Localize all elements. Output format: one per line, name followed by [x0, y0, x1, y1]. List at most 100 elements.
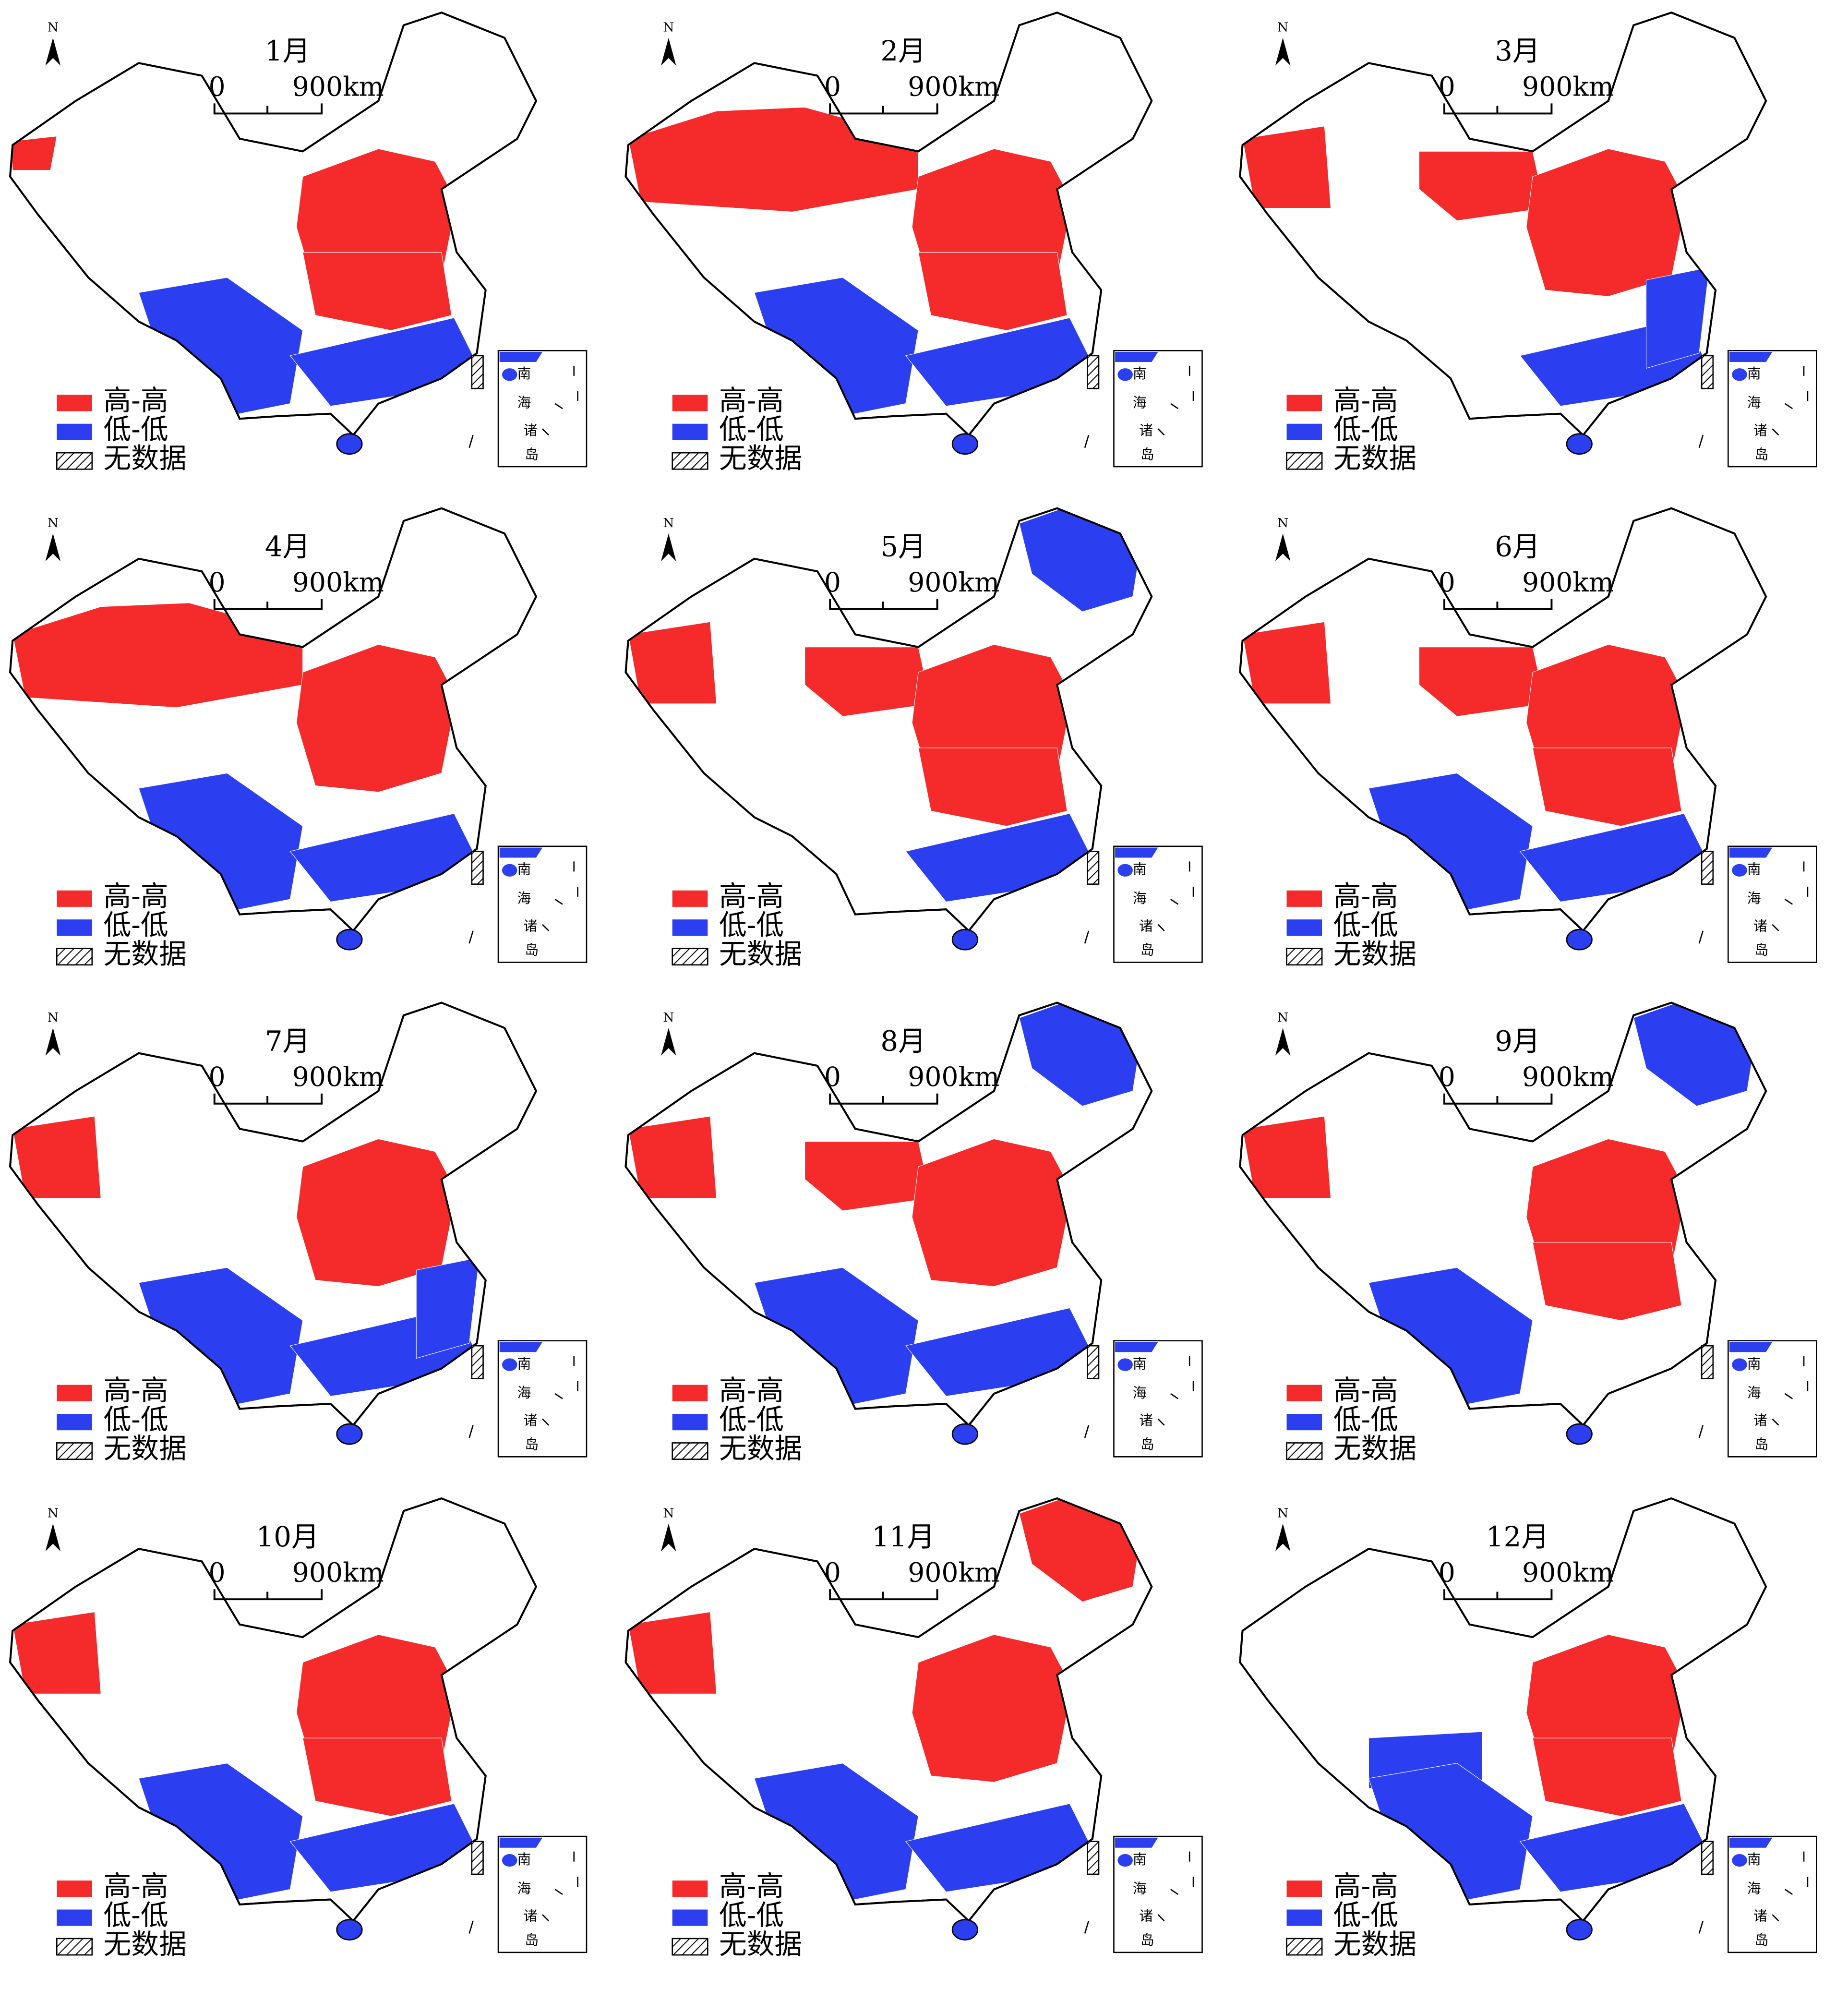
scale-distance: 900km	[1522, 1557, 1614, 1588]
legend-swatch	[1286, 1938, 1323, 1956]
legend-swatch	[1286, 423, 1322, 440]
scale-zero: 0	[824, 567, 841, 598]
north-arrow	[45, 1523, 61, 1552]
high-high-region	[912, 1138, 1073, 1287]
inset-land	[1115, 351, 1158, 362]
legend-label: 低-低	[103, 1403, 168, 1436]
inset-label: 海	[1747, 890, 1761, 906]
high-high-region	[1526, 148, 1687, 297]
inset-label: 岛	[1140, 1932, 1154, 1948]
legend-swatch	[57, 1909, 92, 1926]
high-high-region	[912, 1634, 1073, 1783]
hainan	[951, 1423, 979, 1445]
scale-distance: 900km	[292, 72, 384, 103]
inset-label: 南	[1133, 1851, 1147, 1868]
high-high-region	[296, 644, 457, 793]
legend-swatch	[672, 423, 708, 440]
hainan	[1566, 1919, 1593, 1941]
high-high-region	[628, 107, 919, 212]
inset-label: 南	[1133, 1355, 1147, 1372]
legend-label: 高-高	[103, 1374, 168, 1407]
legend-label: 低-低	[719, 1899, 784, 1931]
hainan	[336, 928, 363, 951]
inset-hainan	[1732, 1358, 1747, 1371]
legend-swatch	[672, 1385, 708, 1401]
low-low-region	[1019, 508, 1143, 612]
legend-swatch	[57, 890, 92, 907]
high-high-region	[628, 621, 717, 704]
legend-swatch	[1286, 1385, 1322, 1401]
legend-swatch	[1286, 1442, 1323, 1460]
high-high-region	[302, 252, 452, 331]
hainan	[951, 1919, 979, 1941]
taiwan	[1087, 1841, 1100, 1875]
legend-swatch	[57, 1881, 92, 1897]
scale-bar	[213, 599, 323, 610]
high-high-region	[1019, 1498, 1143, 1603]
inset-dashes	[1698, 365, 1809, 448]
inset-land	[1115, 1342, 1158, 1352]
legend-label: 低-低	[1333, 909, 1398, 941]
inset-label: 诸	[524, 918, 538, 934]
inset-label: 海	[1747, 1385, 1761, 1401]
inset-label: 南	[517, 365, 531, 382]
scale-distance: 900km	[908, 1557, 999, 1588]
inset-label: 诸	[1753, 1908, 1767, 1924]
inset-dashes	[1698, 861, 1809, 944]
legend-label: 无数据	[1333, 442, 1416, 475]
inset-label: 诸	[524, 422, 538, 438]
high-high-region	[1532, 1242, 1682, 1321]
legend-label: 高-高	[1333, 384, 1398, 417]
panel-title: 7月	[265, 1025, 311, 1057]
low-low-region	[1019, 1002, 1143, 1107]
legend-swatch	[672, 1881, 708, 1897]
inset-label: 海	[517, 890, 531, 906]
inset-land	[499, 1837, 543, 1848]
taiwan	[1087, 1345, 1100, 1379]
scale-zero: 0	[208, 1557, 225, 1588]
panel-title: 2月	[880, 35, 926, 67]
legend-label: 无数据	[103, 1928, 186, 1960]
inset-label: 诸	[1139, 918, 1153, 934]
legend-label: 无数据	[1333, 1432, 1416, 1465]
inset-label: 岛	[1140, 942, 1154, 958]
regions	[628, 107, 1089, 417]
inset-hainan	[502, 368, 517, 381]
panel-title: 6月	[1495, 530, 1540, 563]
inset-label: 诸	[1753, 1412, 1767, 1429]
legend-label: 低-低	[1333, 1403, 1398, 1436]
scale-bar	[213, 103, 323, 115]
inset-frame	[1113, 1835, 1203, 1953]
legend-swatch	[672, 1938, 708, 1956]
inset-hainan	[1732, 368, 1747, 381]
legend-swatch	[672, 948, 708, 966]
legend-swatch	[56, 1938, 93, 1956]
legend-swatch	[57, 423, 92, 440]
legend-label: 高-高	[719, 1870, 784, 1903]
taiwan	[1701, 355, 1714, 389]
legend-label: 低-低	[1333, 1899, 1398, 1931]
inset-dashes	[468, 1851, 578, 1934]
legend-swatch	[672, 919, 708, 936]
panel-title: 12月	[1486, 1520, 1549, 1553]
scale-distance: 900km	[908, 72, 999, 103]
inset-land	[1729, 351, 1773, 362]
hainan	[1566, 1423, 1593, 1445]
legend-label: 高-高	[719, 384, 784, 417]
hainan	[951, 928, 979, 951]
legend-label: 低-低	[719, 1403, 784, 1436]
high-high-region	[1532, 1737, 1682, 1817]
panel-title: 10月	[256, 1520, 319, 1553]
legend-label: 高-高	[1333, 1374, 1398, 1407]
inset-label: 岛	[1140, 1436, 1154, 1453]
legend-swatch	[57, 1414, 92, 1431]
legend-label: 高-高	[719, 1374, 784, 1407]
china-outline-stroke	[1239, 507, 1767, 932]
